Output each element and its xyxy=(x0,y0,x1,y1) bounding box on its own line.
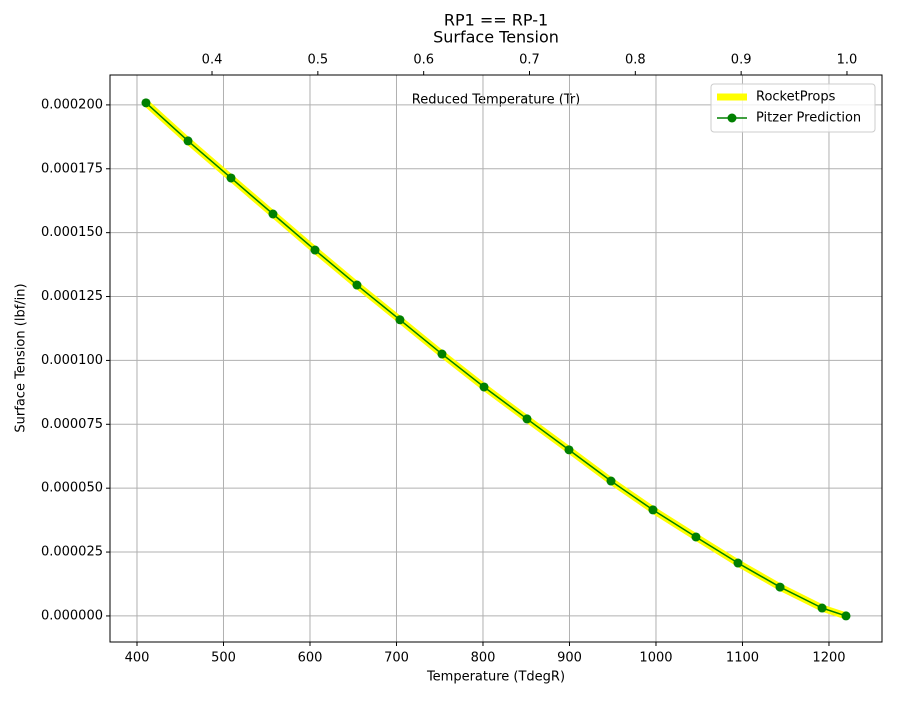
data-point xyxy=(437,349,447,359)
y-tick-label: 0.000000 xyxy=(41,608,103,623)
data-point xyxy=(479,382,489,392)
data-point xyxy=(775,582,785,592)
series-line xyxy=(145,102,847,617)
x-tick-label: 800 xyxy=(471,651,496,666)
data-point xyxy=(606,476,616,486)
y-tick-label: 0.000075 xyxy=(41,417,103,432)
data-point xyxy=(691,532,701,542)
data-point xyxy=(733,558,743,568)
x-tick-label: 500 xyxy=(211,651,236,666)
series-line xyxy=(142,99,850,620)
y-tick-label: 0.000100 xyxy=(41,353,103,368)
y-tick-label: 0.000150 xyxy=(41,225,103,240)
x-tick-label: 900 xyxy=(557,651,582,666)
x2-tick-label: 1.0 xyxy=(837,53,858,68)
data-point xyxy=(183,136,193,146)
data-point xyxy=(352,280,362,290)
data-point xyxy=(522,414,532,424)
x-tick-label: 1000 xyxy=(639,651,672,666)
y-axis-label: Surface Tension (lbf/in) xyxy=(14,283,29,432)
x2-axis-label: Reduced Temperature (Tr) xyxy=(412,93,580,108)
legend: RocketProps Pitzer Prediction xyxy=(710,83,876,133)
data-point xyxy=(226,173,236,183)
data-point xyxy=(141,98,151,108)
data-point xyxy=(564,445,574,455)
x2-tick-label: 0.5 xyxy=(307,53,328,68)
data-point xyxy=(817,603,827,613)
x-tick-label: 600 xyxy=(298,651,323,666)
x2-tick-label: 0.8 xyxy=(625,53,646,68)
y-tick-label: 0.000025 xyxy=(41,545,103,560)
y-tick-label: 0.000050 xyxy=(41,481,103,496)
x-tick-label: 1100 xyxy=(726,651,759,666)
chart-subtitle: Surface Tension xyxy=(433,28,559,47)
y-tick-label: 0.000125 xyxy=(41,289,103,304)
data-point xyxy=(648,505,658,515)
x2-tick-label: 0.9 xyxy=(731,53,752,68)
x-tick-label: 400 xyxy=(125,651,150,666)
data-point xyxy=(268,209,278,219)
x2-tick-label: 0.4 xyxy=(202,53,223,68)
plot-frame xyxy=(109,74,883,643)
chart-title: RP1 == RP-1 xyxy=(444,11,548,30)
legend-label: RocketProps xyxy=(756,90,836,105)
x-tick-label: 700 xyxy=(384,651,409,666)
legend-label: Pitzer Prediction xyxy=(756,111,861,126)
data-point xyxy=(310,245,320,255)
x-tick-label: 1200 xyxy=(812,651,845,666)
data-point xyxy=(395,315,405,325)
legend-box xyxy=(710,83,876,133)
y-tick-label: 0.000200 xyxy=(41,97,103,112)
y-tick-label: 0.000175 xyxy=(41,161,103,176)
legend-marker xyxy=(727,113,737,123)
x2-tick-label: 0.6 xyxy=(413,53,434,68)
x-axis-label: Temperature (TdegR) xyxy=(426,670,565,685)
x2-tick-label: 0.7 xyxy=(519,53,540,68)
data-point xyxy=(841,611,851,621)
